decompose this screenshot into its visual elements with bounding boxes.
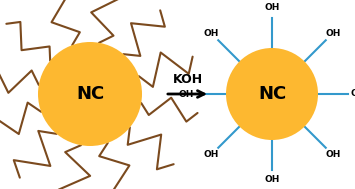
- Text: OH: OH: [264, 176, 280, 184]
- Text: OH: OH: [350, 90, 355, 98]
- Circle shape: [226, 48, 318, 140]
- Text: OH: OH: [203, 29, 219, 38]
- Text: OH: OH: [325, 29, 340, 38]
- Text: NC: NC: [258, 85, 286, 103]
- Text: KOH: KOH: [173, 73, 203, 86]
- Text: OH: OH: [325, 150, 340, 159]
- Text: OH: OH: [203, 150, 219, 159]
- Circle shape: [38, 42, 142, 146]
- Text: OH: OH: [178, 90, 194, 98]
- Text: OH: OH: [264, 4, 280, 12]
- Text: NC: NC: [76, 85, 104, 103]
